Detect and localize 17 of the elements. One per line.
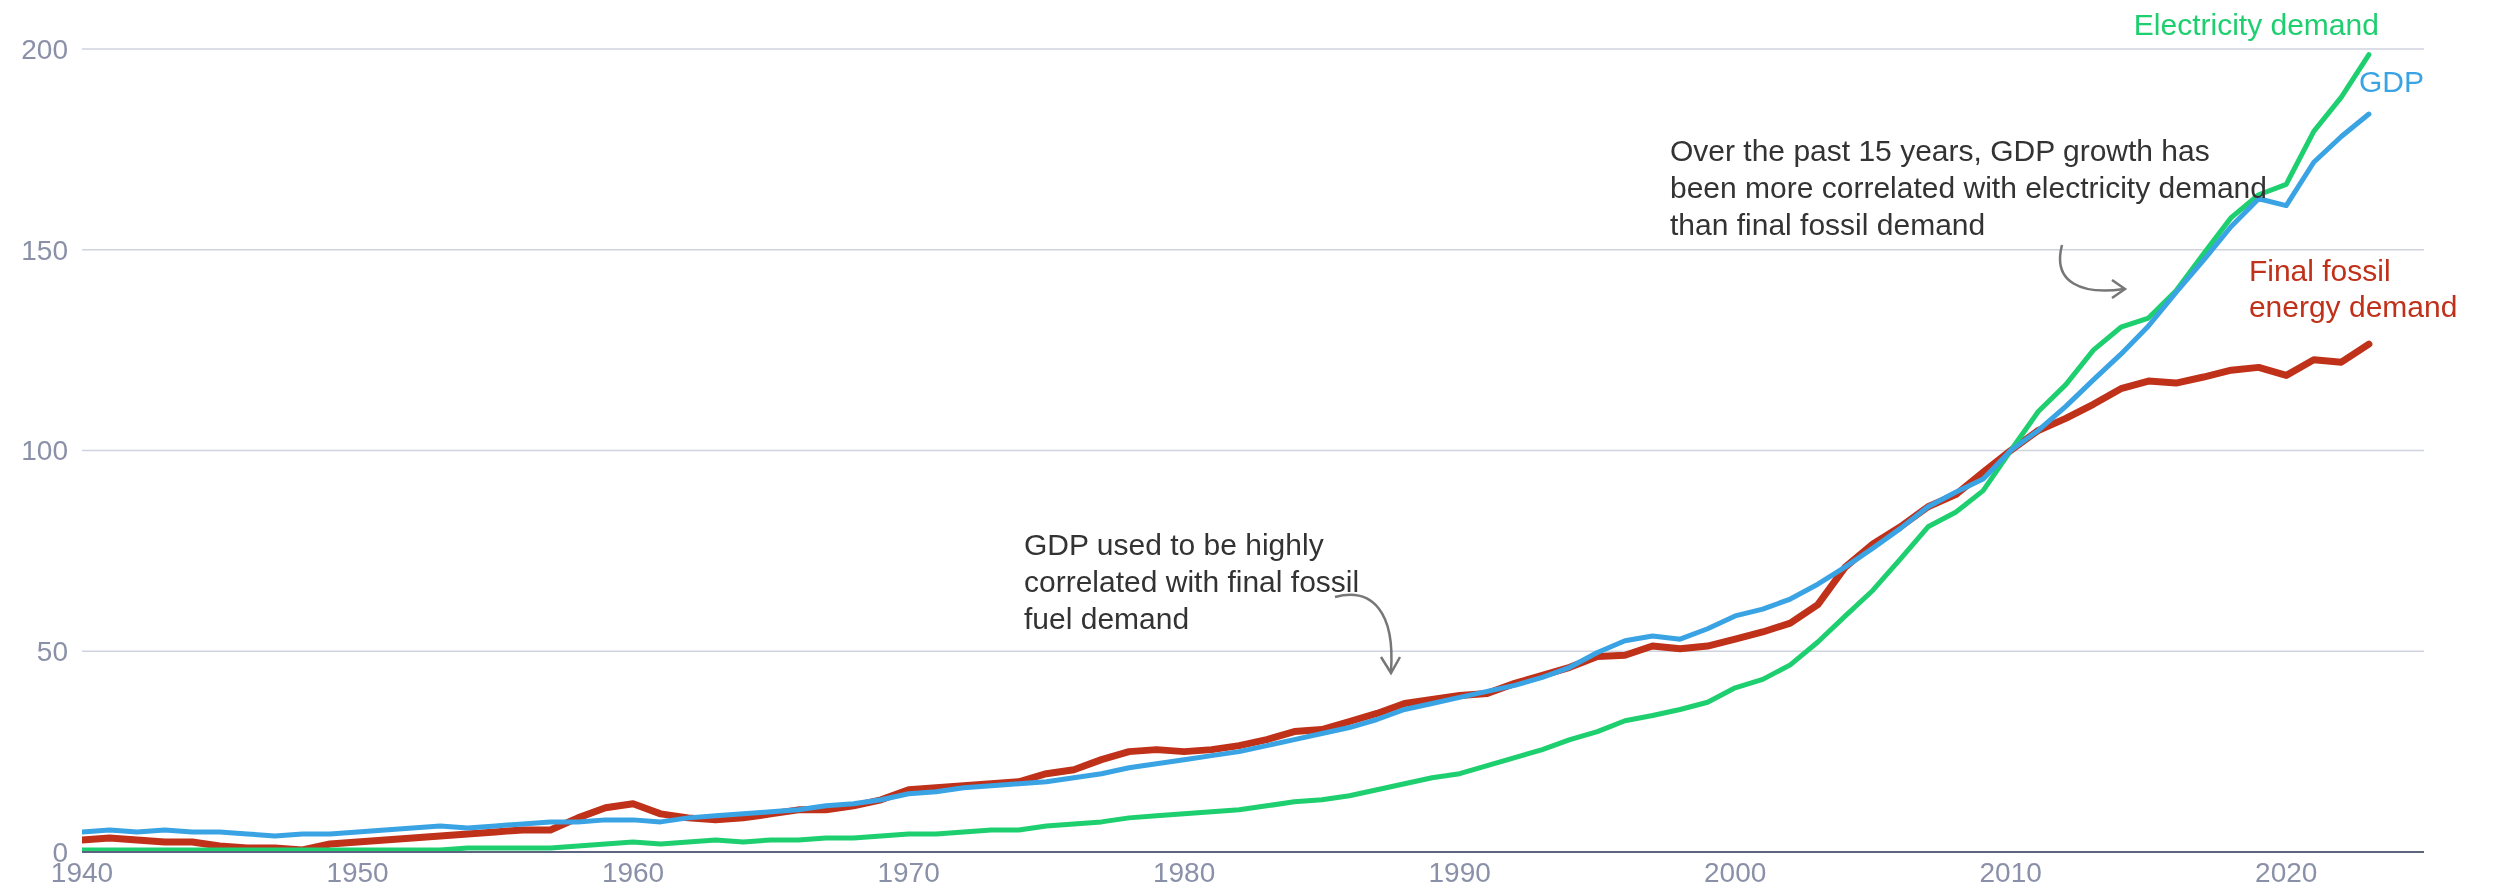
x-tick-label: 2000 [1704,856,1767,888]
y-tick-label: 50 [36,636,68,668]
x-tick-label: 2010 [1979,856,2042,888]
y-tick-label: 200 [21,33,68,65]
x-tick-label: 2020 [2255,856,2318,888]
series-label: Electricity demand [2133,7,2379,41]
y-tick-label: 150 [21,234,68,266]
annotation: GDP used to be highly correlated with final fossil fuel demand [1024,527,1361,637]
x-tick-label: 1960 [601,856,665,888]
series-label: Final fossil energy demand [2248,254,2458,324]
x-tick-label: 1950 [326,856,389,888]
x-tick-label: 1990 [1428,856,1491,888]
series-label: GDP [2358,65,2424,99]
annotation: Over the past 15 years, GDP growth has been more correlated with electricity demand than final fossil demand [1670,133,2268,243]
x-tick-label: 1980 [1152,856,1216,888]
x-tick-label: 1970 [877,856,940,888]
y-tick-label: 100 [21,435,68,467]
